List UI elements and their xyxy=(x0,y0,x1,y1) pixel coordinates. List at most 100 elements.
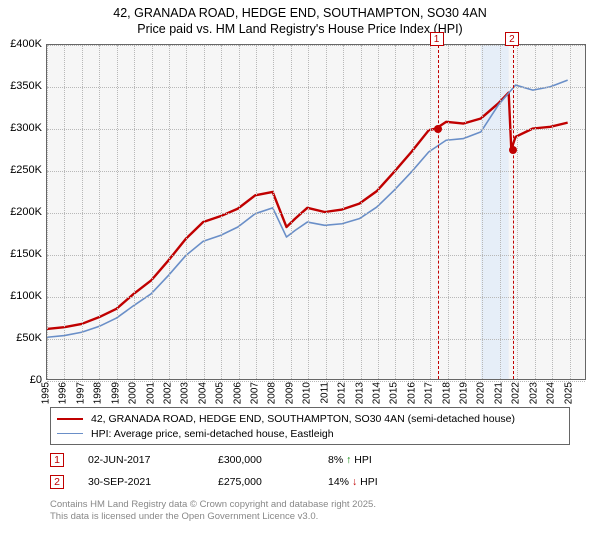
gridline-v xyxy=(291,45,292,379)
y-axis-label: £300K xyxy=(2,122,42,134)
gridline-h xyxy=(47,297,585,298)
sale-diff: 8% ↑ HPI xyxy=(328,454,528,466)
y-axis-label: £200K xyxy=(2,206,42,218)
y-axis-label: £100K xyxy=(2,290,42,302)
sale-badge: 1 xyxy=(50,453,64,467)
x-axis-label: 2005 xyxy=(215,382,226,404)
gridline-v xyxy=(152,45,153,379)
x-axis-label: 2019 xyxy=(459,382,470,404)
gridline-v xyxy=(239,45,240,379)
gridline-h xyxy=(47,87,585,88)
sale-row: 230-SEP-2021£275,00014% ↓ HPI xyxy=(50,471,570,493)
legend-item: HPI: Average price, semi-detached house,… xyxy=(57,426,563,441)
sale-diff: 14% ↓ HPI xyxy=(328,476,528,488)
gridline-v xyxy=(186,45,187,379)
x-axis-label: 1999 xyxy=(110,382,121,404)
y-axis-label: £0 xyxy=(2,374,42,386)
x-axis-label: 2016 xyxy=(406,382,417,404)
gridline-v xyxy=(308,45,309,379)
gridline-v xyxy=(64,45,65,379)
sale-row: 102-JUN-2017£300,0008% ↑ HPI xyxy=(50,449,570,471)
chart-svg xyxy=(47,45,585,379)
gridline-v xyxy=(99,45,100,379)
y-axis-label: £50K xyxy=(2,332,42,344)
x-axis-label: 2001 xyxy=(145,382,156,404)
legend-swatch xyxy=(57,433,83,434)
gridline-v xyxy=(256,45,257,379)
marker-badge: 1 xyxy=(430,32,444,46)
x-axis-label: 2002 xyxy=(162,382,173,404)
legend-swatch xyxy=(57,418,83,420)
gridline-v xyxy=(448,45,449,379)
gridline-v xyxy=(430,45,431,379)
gridline-h xyxy=(47,339,585,340)
gridline-v xyxy=(500,45,501,379)
x-axis-label: 2017 xyxy=(424,382,435,404)
gridline-h xyxy=(47,213,585,214)
x-axis-label: 2008 xyxy=(267,382,278,404)
x-axis-label: 2015 xyxy=(389,382,400,404)
gridline-v xyxy=(47,45,48,379)
x-axis-label: 1997 xyxy=(75,382,86,404)
marker-dot xyxy=(509,146,517,154)
x-axis-label: 2018 xyxy=(441,382,452,404)
marker-line xyxy=(513,45,514,379)
x-axis-label: 2011 xyxy=(319,382,330,404)
gridline-v xyxy=(273,45,274,379)
copyright-line2: This data is licensed under the Open Gov… xyxy=(50,511,570,523)
gridline-v xyxy=(169,45,170,379)
sale-price: £300,000 xyxy=(218,454,328,466)
y-axis-label: £350K xyxy=(2,80,42,92)
legend-item: 42, GRANADA ROAD, HEDGE END, SOUTHAMPTON… xyxy=(57,411,563,426)
x-axis-label: 2012 xyxy=(337,382,348,404)
legend-label: HPI: Average price, semi-detached house,… xyxy=(91,428,334,440)
x-axis-label: 2003 xyxy=(180,382,191,404)
x-axis-label: 2014 xyxy=(371,382,382,404)
x-axis-label: 2023 xyxy=(528,382,539,404)
x-axis-label: 2022 xyxy=(511,382,522,404)
chart-plot xyxy=(46,44,586,380)
marker-line xyxy=(438,45,439,379)
gridline-v xyxy=(221,45,222,379)
marker-badge: 2 xyxy=(505,32,519,46)
gridline-v xyxy=(465,45,466,379)
y-axis-label: £150K xyxy=(2,248,42,260)
gridline-v xyxy=(570,45,571,379)
title-address: 42, GRANADA ROAD, HEDGE END, SOUTHAMPTON… xyxy=(0,6,600,20)
x-axis-label: 1996 xyxy=(58,382,69,404)
gridline-v xyxy=(117,45,118,379)
sale-badge: 2 xyxy=(50,475,64,489)
gridline-v xyxy=(535,45,536,379)
x-axis-label: 1998 xyxy=(93,382,104,404)
gridline-v xyxy=(343,45,344,379)
chart-area: £0£50K£100K£150K£200K£250K£300K£350K£400… xyxy=(0,38,600,403)
x-axis-label: 2000 xyxy=(128,382,139,404)
gridline-v xyxy=(517,45,518,379)
gridline-h xyxy=(47,171,585,172)
gridline-v xyxy=(204,45,205,379)
diff-arrow-icon: ↓ xyxy=(352,476,357,488)
gridline-v xyxy=(482,45,483,379)
gridline-v xyxy=(378,45,379,379)
x-axis-label: 2024 xyxy=(546,382,557,404)
x-axis-label: 2006 xyxy=(232,382,243,404)
diff-arrow-icon: ↑ xyxy=(346,454,351,466)
gridline-v xyxy=(395,45,396,379)
x-axis-label: 2009 xyxy=(284,382,295,404)
sales-table: 102-JUN-2017£300,0008% ↑ HPI230-SEP-2021… xyxy=(50,449,570,493)
gridline-v xyxy=(326,45,327,379)
x-axis-label: 2020 xyxy=(476,382,487,404)
marker-dot xyxy=(434,125,442,133)
gridline-h xyxy=(47,255,585,256)
x-axis-label: 2013 xyxy=(354,382,365,404)
copyright-line1: Contains HM Land Registry data © Crown c… xyxy=(50,499,570,511)
sale-price: £275,000 xyxy=(218,476,328,488)
gridline-v xyxy=(82,45,83,379)
gridline-h xyxy=(47,129,585,130)
gridline-v xyxy=(413,45,414,379)
x-axis-label: 2010 xyxy=(302,382,313,404)
x-axis-label: 2004 xyxy=(197,382,208,404)
copyright-notice: Contains HM Land Registry data © Crown c… xyxy=(50,499,570,523)
legend-label: 42, GRANADA ROAD, HEDGE END, SOUTHAMPTON… xyxy=(91,413,515,425)
gridline-v xyxy=(361,45,362,379)
